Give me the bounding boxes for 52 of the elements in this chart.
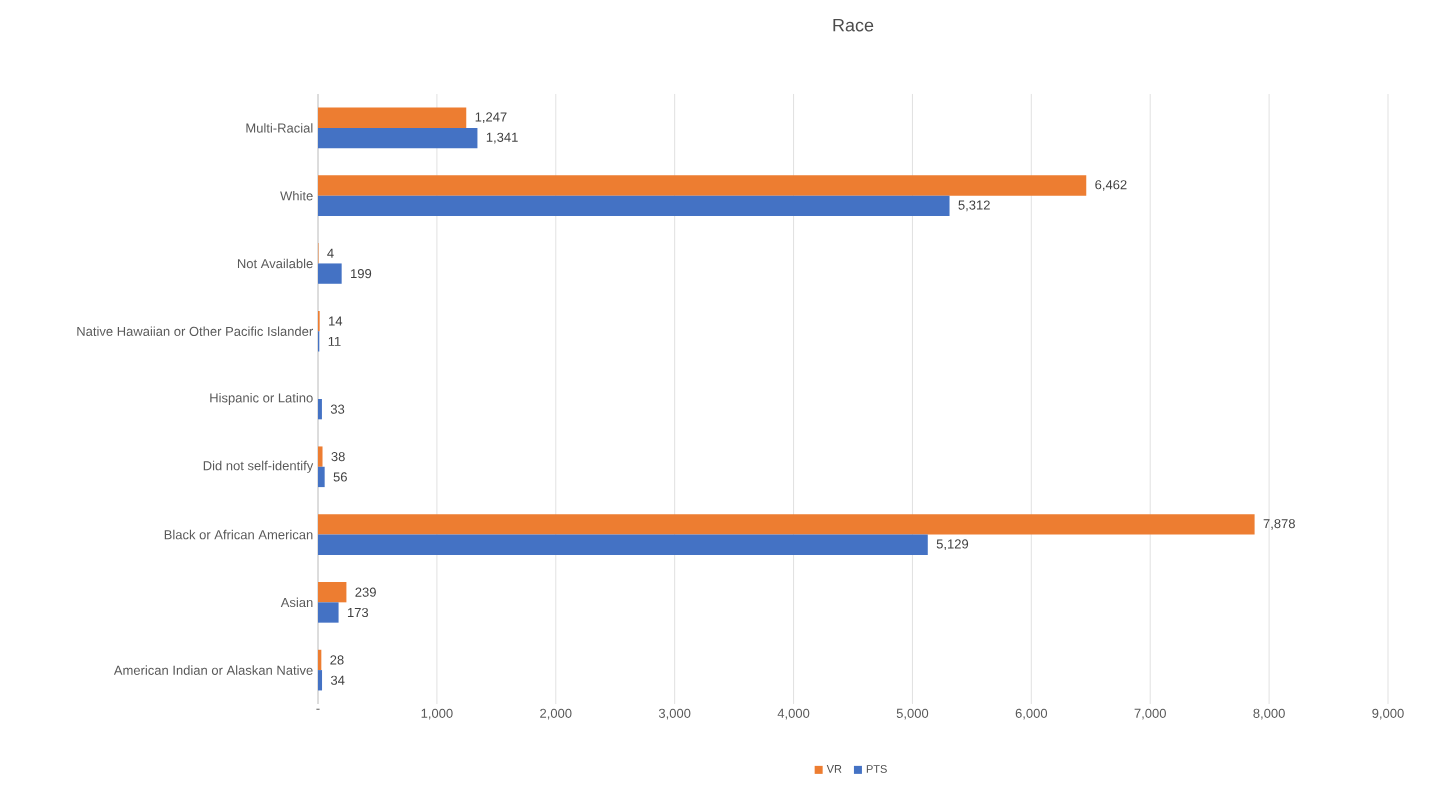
x-tick-label: 8,000 — [1253, 708, 1285, 720]
bar — [318, 127, 478, 149]
bar — [318, 107, 467, 128]
x-tick-label: 9,000 — [1372, 708, 1404, 720]
data-label: 173 — [347, 607, 369, 618]
y-tick-label: Multi-Racial — [246, 123, 313, 133]
x-tick-label: 1,000 — [421, 708, 453, 720]
data-label: 56 — [333, 472, 347, 482]
y-tick-label: Asian — [280, 597, 313, 608]
data-label: 34 — [330, 675, 345, 685]
data-label: 11 — [328, 336, 341, 346]
x-tick-label: 3,000 — [658, 708, 691, 720]
data-label: 1,341 — [486, 132, 518, 144]
data-label: 5,129 — [936, 539, 969, 551]
data-label: 28 — [330, 655, 344, 665]
bar — [318, 446, 323, 467]
bar — [318, 582, 347, 603]
data-label: 6,462 — [1095, 180, 1127, 191]
y-tick-label: Native Hawaiian or Other Pacific Islander — [77, 326, 314, 336]
bar — [318, 263, 342, 284]
data-label: 5,312 — [958, 200, 990, 212]
bar — [318, 195, 950, 216]
y-tick-label: Black or African American — [164, 529, 313, 540]
data-label: 38 — [331, 452, 345, 462]
data-label: 7,878 — [1263, 519, 1295, 530]
bar — [318, 602, 339, 623]
x-tick-label: 5,000 — [896, 708, 929, 720]
legend-label: VR — [826, 765, 842, 773]
legend-label: PTS — [866, 765, 887, 773]
data-label: 33 — [330, 404, 345, 414]
chart-title: Race — [833, 18, 874, 32]
bar — [318, 398, 322, 420]
y-tick-label: Did not self-identify — [203, 460, 314, 473]
x-tick-label: - — [316, 708, 320, 710]
y-tick-label: Not Available — [237, 258, 313, 269]
x-tick-label: 2,000 — [540, 708, 572, 720]
bar — [318, 175, 1087, 196]
bar — [318, 534, 928, 555]
bar — [318, 514, 1255, 535]
bar — [318, 670, 323, 691]
x-tick-label: 7,000 — [1134, 708, 1166, 720]
bar — [318, 466, 325, 488]
y-tick-label: American Indian or Alaskan Native — [113, 665, 313, 675]
y-tick-label: Hispanic or Latino — [210, 392, 313, 406]
x-tick-label: 4,000 — [777, 708, 810, 720]
data-label: 14 — [329, 316, 343, 326]
data-label: 1,247 — [475, 112, 507, 124]
data-label: 4 — [327, 248, 334, 258]
y-tick-label: White — [280, 190, 313, 201]
data-label: 199 — [351, 269, 372, 279]
data-label: 239 — [355, 587, 376, 597]
x-tick-label: 6,000 — [1015, 708, 1048, 720]
